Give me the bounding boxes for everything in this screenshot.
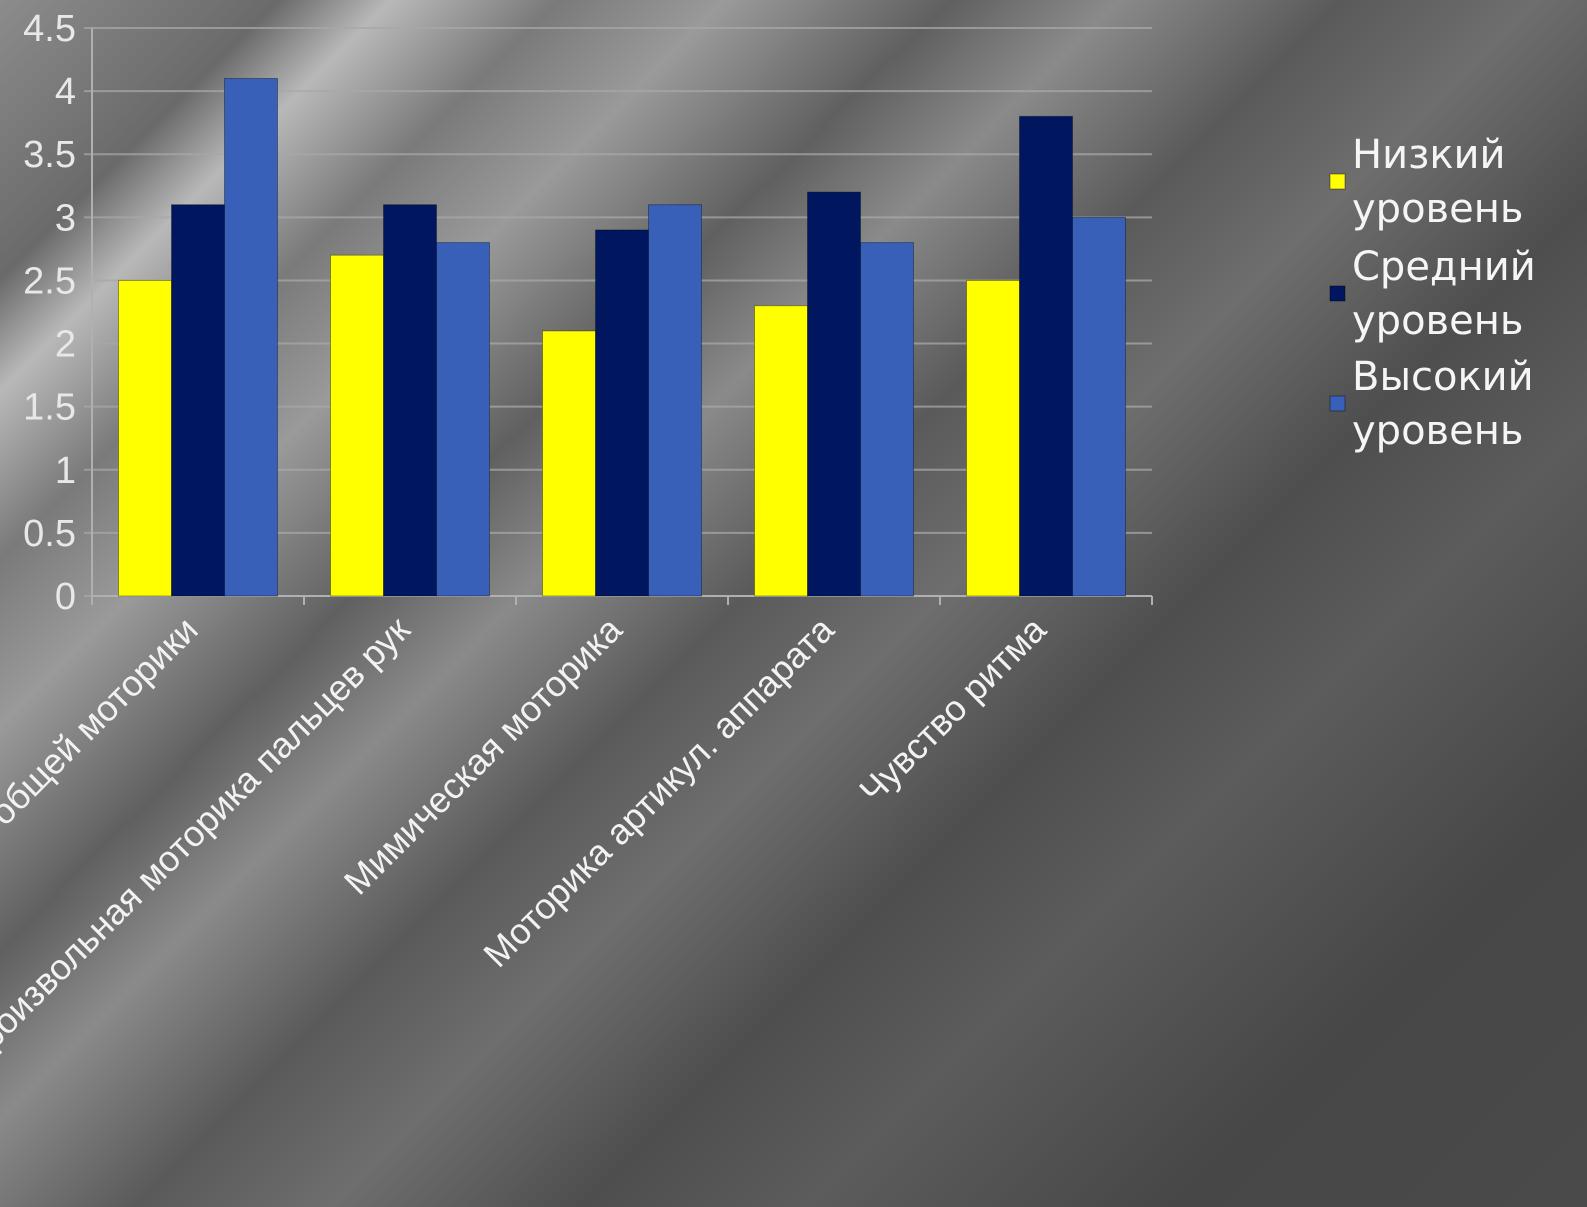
legend-swatch (1329, 285, 1346, 302)
bar (1019, 115, 1073, 597)
bar (330, 254, 384, 597)
bar (171, 204, 225, 597)
y-tick-label: 2 (55, 324, 76, 366)
bar (436, 242, 490, 597)
y-tick-label: 1 (55, 450, 76, 492)
x-category-label: Моторика артикул. аппарата (475, 608, 842, 975)
y-tick-label: 1.5 (23, 387, 76, 429)
bar (648, 204, 702, 597)
bar (542, 330, 596, 597)
y-tick-label: 0 (55, 576, 76, 618)
bar (966, 279, 1020, 597)
y-tick-label: 4.5 (23, 8, 76, 50)
bar (754, 305, 808, 597)
legend-label: Высокий уровень (1352, 354, 1534, 454)
bar (1072, 216, 1126, 597)
y-tick-label: 3.5 (23, 134, 76, 176)
y-tick-label: 4 (55, 71, 76, 113)
bar (383, 204, 437, 597)
x-axis-category-labels: Состояние общей моторикиМелкая произволь… (0, 608, 1054, 1167)
legend-swatch (1329, 173, 1346, 190)
y-tick-label: 0.5 (23, 513, 76, 555)
bar (595, 229, 649, 597)
legend-swatch (1329, 395, 1346, 412)
bars (118, 77, 1126, 597)
legend-label: Низкий уровень (1352, 132, 1523, 232)
bar (807, 191, 861, 597)
legend-label: Средний уровень (1352, 244, 1536, 344)
y-axis-tick-labels: 0 0.5 1 1.5 2 2.5 3 3.5 4 4.5 (23, 8, 76, 618)
x-category-label: Чувство ритма (851, 608, 1054, 811)
y-tick-label: 2.5 (23, 260, 76, 302)
bar (860, 242, 914, 597)
bar (224, 77, 278, 597)
bar (118, 279, 172, 597)
y-tick-label: 3 (55, 197, 76, 239)
